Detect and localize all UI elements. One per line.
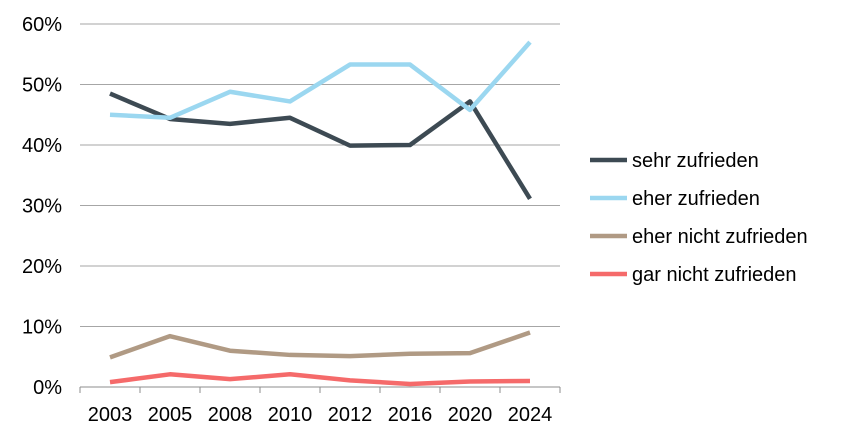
- axis-layer: [79, 386, 561, 393]
- series-layer: [109, 40, 532, 387]
- series-line-4: [109, 372, 531, 387]
- x-tick-label: 2012: [328, 404, 373, 426]
- grid-layer: [80, 23, 560, 327]
- legend-label: eher nicht zufrieden: [632, 226, 808, 248]
- x-tick-label: 2024: [508, 404, 553, 426]
- y-tick-label: 20%: [22, 256, 62, 278]
- legend-label: eher zufrieden: [632, 188, 760, 210]
- x-tick-label: 2003: [88, 404, 133, 426]
- x-tick-label: 2005: [148, 404, 193, 426]
- y-tick-label: 40%: [22, 135, 62, 157]
- y-tick-label: 30%: [22, 196, 62, 218]
- legend-label: sehr zufrieden: [632, 150, 759, 172]
- x-tick-label: 2020: [448, 404, 493, 426]
- x-tick-label: 2008: [208, 404, 253, 426]
- series-line-3: [109, 330, 531, 360]
- y-tick-label: 60%: [22, 14, 62, 36]
- x-axis-ticks: 2003 2005 2008 2010 2012 2016 2020 2024: [88, 404, 553, 426]
- y-tick-label: 50%: [22, 75, 62, 97]
- y-axis-ticks: 0% 10% 20% 30% 40% 50% 60%: [22, 14, 62, 399]
- series-line-2: [109, 40, 532, 121]
- x-tick-label: 2016: [388, 404, 433, 426]
- legend-label: gar nicht zufrieden: [632, 264, 797, 286]
- legend: sehr zufrieden eher zufrieden eher nicht z…: [590, 150, 808, 286]
- series-line-1: [109, 91, 532, 201]
- y-tick-label: 10%: [22, 317, 62, 339]
- x-tick-label: 2010: [268, 404, 313, 426]
- y-tick-label: 0%: [33, 377, 62, 399]
